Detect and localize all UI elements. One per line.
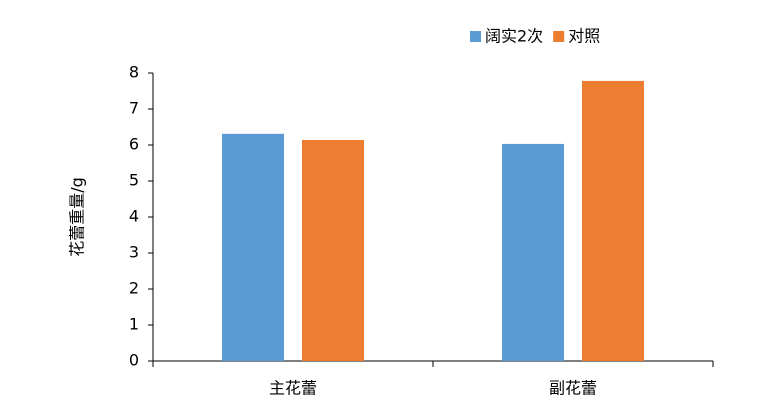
- legend-label: 阔实2次: [485, 27, 543, 46]
- x-tick-label: 副花蕾: [549, 379, 597, 398]
- bar: [502, 143, 564, 361]
- y-tick-label: 8: [129, 63, 139, 82]
- y-tick-label: 6: [129, 135, 139, 154]
- y-axis-label: 花蕾重量/g: [68, 177, 87, 257]
- bar: [582, 80, 644, 362]
- y-tick-label: 7: [129, 99, 139, 118]
- y-tick-label: 4: [129, 207, 139, 226]
- bar: [302, 139, 364, 361]
- y-tick-label: 5: [129, 171, 139, 190]
- legend-swatch: [553, 31, 565, 42]
- y-tick-label: 1: [129, 315, 139, 334]
- bar: [222, 133, 284, 361]
- legend-label: 对照: [568, 27, 600, 46]
- legend-swatch: [470, 31, 481, 42]
- y-tick-label: 0: [129, 351, 139, 370]
- x-tick-label: 主花蕾: [269, 379, 317, 398]
- y-tick-label: 2: [129, 279, 139, 298]
- y-tick-label: 3: [129, 243, 139, 262]
